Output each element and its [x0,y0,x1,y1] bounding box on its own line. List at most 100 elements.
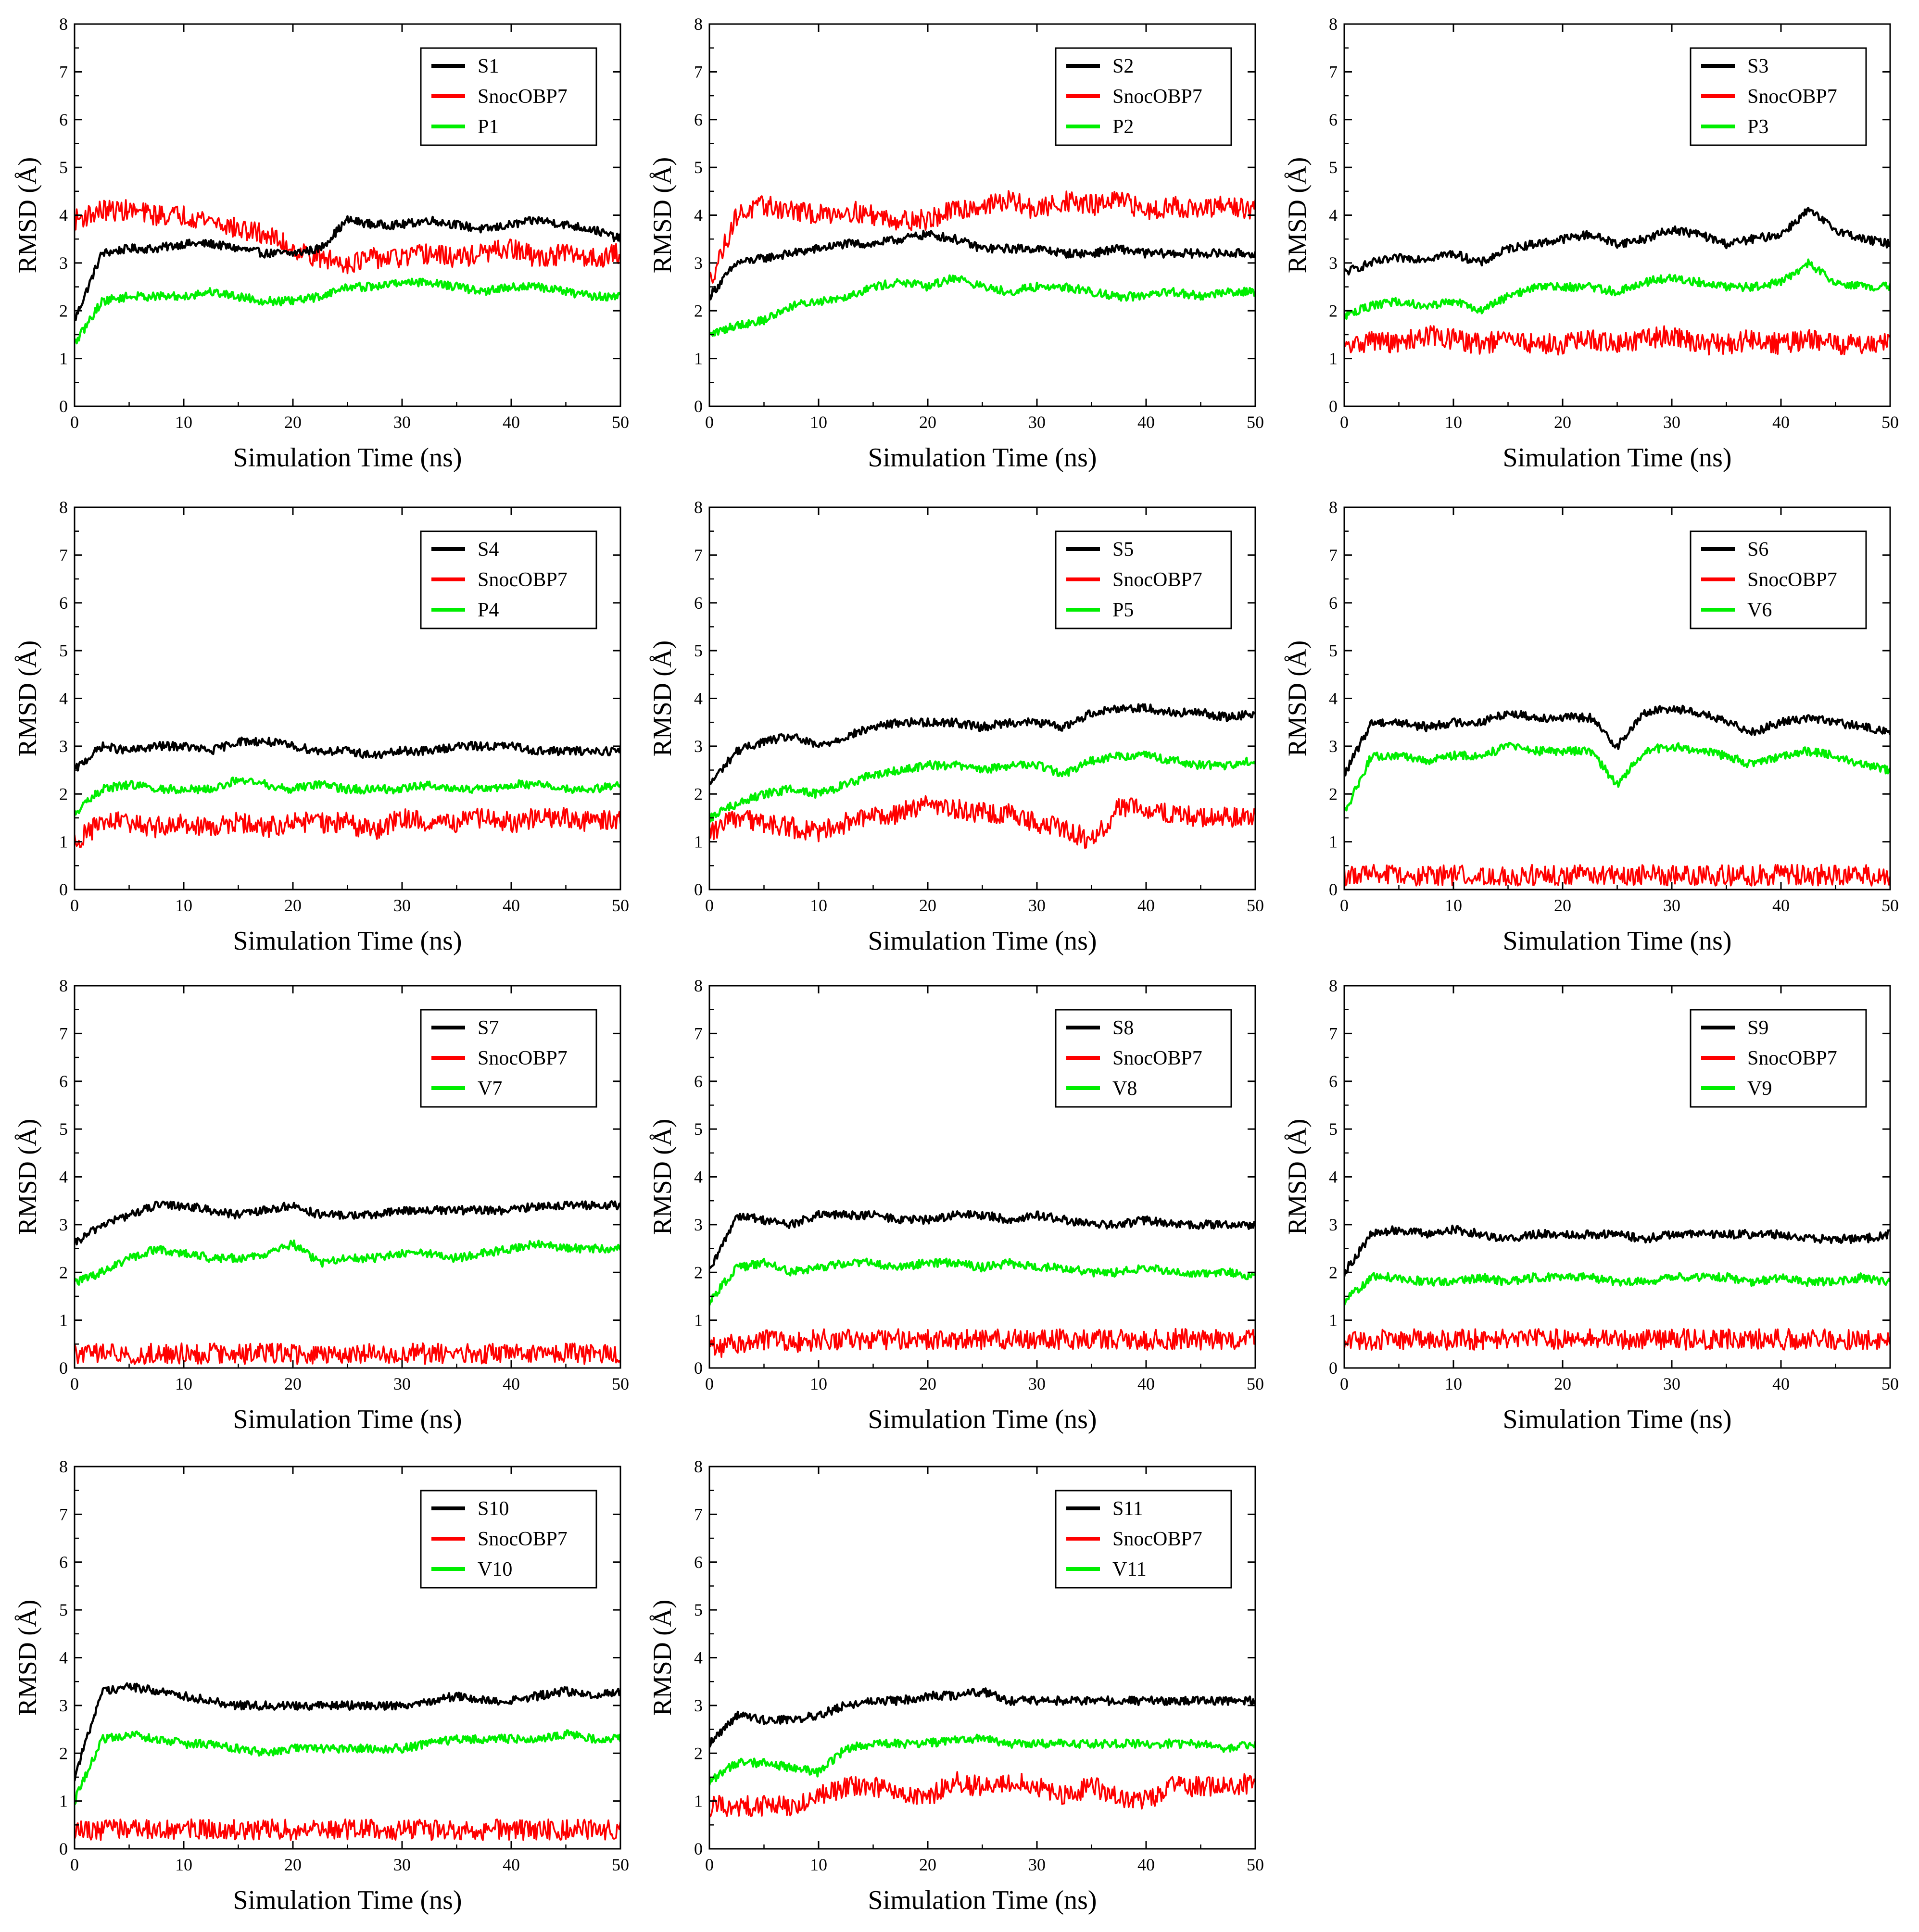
legend-label-s3: S3 [1747,55,1768,77]
legend-label-snocobp7: SnocOBP7 [1112,569,1202,591]
x-tick-label: 10 [1445,1374,1462,1393]
y-axis-label: RMSD (Å) [648,640,677,757]
y-tick-label: 7 [1329,1024,1338,1043]
y-tick-label: 3 [694,253,703,273]
legend: S11 SnocOBP7 V11 [1055,1490,1232,1589]
series-line-snocobp7 [1344,1328,1890,1351]
y-tick-label: 7 [59,1505,68,1524]
x-tick-label: 50 [1247,1374,1264,1393]
series-line-v8 [709,1257,1255,1306]
x-tick-label: 0 [1340,413,1349,432]
x-tick-label: 30 [1028,1855,1046,1874]
y-tick-label: 5 [59,641,68,660]
x-tick-label: 30 [1028,413,1046,432]
series-line-s8 [709,1209,1255,1269]
y-axis-label: RMSD (Å) [1283,1119,1312,1235]
x-tick-label: 10 [810,413,827,432]
x-tick-label: 10 [810,896,827,915]
legend-label-s6: S6 [1747,539,1768,561]
chart-panel-10: 0 10 20 30 40 50 0 1 2 3 4 5 6 7 8 Simulation Time (ns)… [13,1457,629,1915]
y-tick-label: 6 [59,1072,68,1091]
y-axis-label: RMSD (Å) [13,1600,42,1716]
x-tick-label: 40 [1772,896,1790,915]
legend-label-p4: P4 [478,599,499,621]
y-tick-label: 2 [694,301,703,320]
legend-label-s5: S5 [1112,539,1134,561]
legend-label-snocobp7: SnocOBP7 [478,86,568,108]
y-tick-label: 1 [59,1792,68,1811]
y-tick-label: 6 [694,593,703,613]
y-tick-label: 2 [59,1263,68,1282]
x-tick-label: 40 [503,896,520,915]
y-tick-label: 1 [59,832,68,852]
y-tick-label: 4 [694,689,703,708]
y-tick-label: 5 [1329,1119,1338,1139]
y-tick-label: 8 [1329,498,1338,517]
y-tick-label: 8 [1329,14,1338,34]
legend: S4 SnocOBP7 P4 [420,530,597,629]
x-tick-label: 20 [919,1855,936,1874]
series-line-snocobp7 [709,1771,1255,1818]
y-tick-label: 4 [694,1648,703,1668]
x-tick-label: 0 [70,896,79,915]
series-line-p2 [709,274,1255,337]
y-tick-label: 6 [694,110,703,129]
x-tick-label: 20 [919,1374,936,1393]
x-tick-label: 20 [1554,413,1571,432]
series-line-s2 [709,229,1255,301]
series-line-snocobp7 [75,1342,620,1365]
y-tick-label: 4 [1329,689,1338,708]
x-axis-label: Simulation Time (ns) [233,1885,462,1915]
chart-panel-9: 0 10 20 30 40 50 0 1 2 3 4 5 6 7 8 Simulation Time (ns)… [1283,976,1899,1434]
y-tick-label: 3 [1329,737,1338,756]
y-tick-label: 5 [694,1600,703,1619]
x-tick-label: 0 [705,1855,714,1874]
y-tick-label: 5 [59,158,68,177]
y-axis-label: RMSD (Å) [648,1600,677,1716]
x-tick-label: 10 [1445,896,1462,915]
x-tick-label: 40 [1772,413,1790,432]
x-tick-label: 30 [1028,896,1046,915]
y-tick-label: 6 [694,1072,703,1091]
chart-panel-7: 0 10 20 30 40 50 0 1 2 3 4 5 6 7 8 Simulation Time (ns)… [13,976,629,1434]
y-axis-label: RMSD (Å) [648,157,677,274]
x-tick-label: 40 [503,413,520,432]
x-tick-label: 40 [1137,1374,1155,1393]
y-tick-label: 8 [59,1457,68,1476]
legend-label-snocobp7: SnocOBP7 [478,1528,568,1550]
x-tick-label: 0 [705,896,714,915]
x-tick-label: 30 [393,1374,411,1393]
y-tick-label: 3 [59,253,68,273]
legend: S10 SnocOBP7 V10 [420,1490,597,1589]
x-tick-label: 20 [284,1855,302,1874]
y-tick-label: 4 [694,206,703,225]
legend-label-p2: P2 [1112,116,1134,138]
x-tick-label: 10 [175,1374,192,1393]
y-tick-label: 1 [59,1311,68,1330]
y-tick-label: 3 [59,1696,68,1715]
y-tick-label: 0 [1329,880,1338,899]
y-tick-label: 7 [694,62,703,81]
y-tick-label: 0 [694,1358,703,1378]
x-tick-label: 50 [1247,896,1264,915]
chart-panel-11: 0 10 20 30 40 50 0 1 2 3 4 5 6 7 8 Simulation Time (ns)… [648,1457,1264,1915]
y-tick-label: 4 [1329,206,1338,225]
x-tick-label: 50 [1247,1855,1264,1874]
y-tick-label: 5 [694,1119,703,1139]
x-tick-label: 10 [810,1374,827,1393]
series-line-s3 [1344,206,1890,276]
legend-label-v7: V7 [478,1078,502,1100]
x-axis-label: Simulation Time (ns) [868,926,1097,956]
y-tick-label: 1 [1329,349,1338,368]
x-tick-label: 0 [1340,1374,1349,1393]
x-tick-label: 10 [175,1855,192,1874]
legend: S1 SnocOBP7 P1 [420,47,597,146]
y-tick-label: 3 [59,1215,68,1234]
x-tick-label: 10 [175,413,192,432]
y-tick-label: 1 [59,349,68,368]
legend: S8 SnocOBP7 V8 [1055,1009,1232,1108]
chart-panel-6: 0 10 20 30 40 50 0 1 2 3 4 5 6 7 8 Simulation Time (ns)… [1283,498,1899,956]
y-tick-label: 8 [694,1457,703,1476]
x-tick-label: 50 [1247,413,1264,432]
y-tick-label: 3 [694,1215,703,1234]
